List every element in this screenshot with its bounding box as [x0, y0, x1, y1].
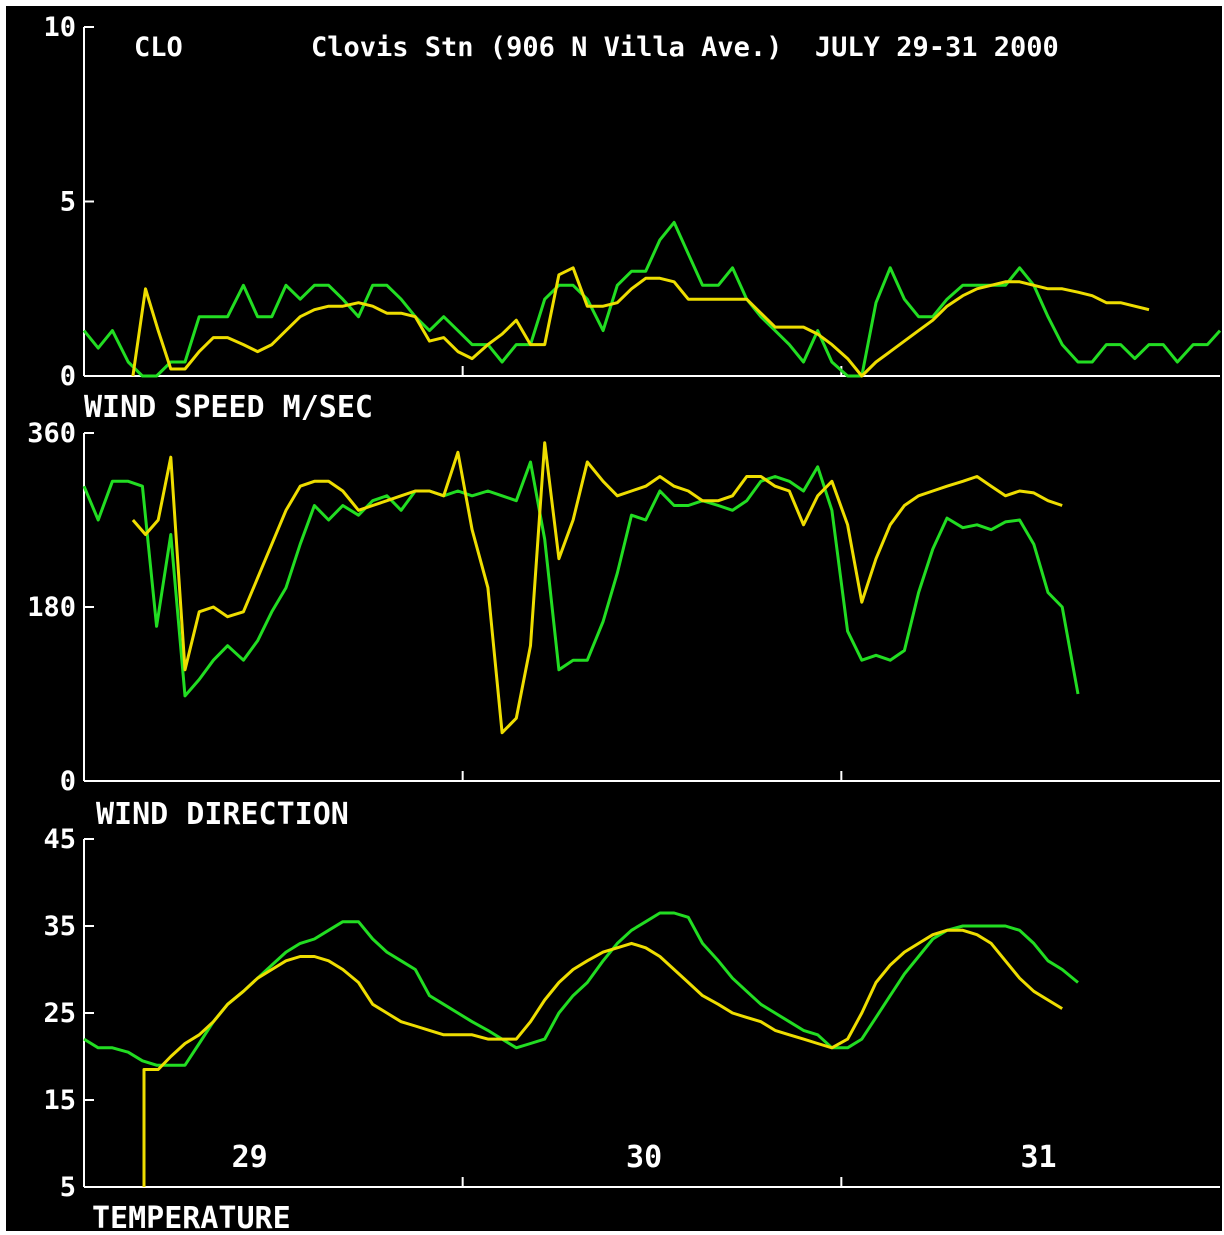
chart-canvas: CLO Clovis Stn (906 N Villa Ave.) JULY 2…: [27, 12, 1222, 1231]
wind-direction-label: WIND DIRECTION: [96, 797, 349, 832]
station-code: CLO: [134, 32, 183, 63]
temperature-ytick-label: 5: [60, 1172, 76, 1203]
wind-speed-series-1: [82, 220, 1222, 378]
wind-direction-ytick-label: 0: [60, 766, 76, 797]
day-label: 30: [626, 1140, 662, 1175]
temperature-ytick-label: 45: [43, 824, 76, 855]
day-label: 29: [232, 1140, 268, 1175]
chart-title: Clovis Stn (906 N Villa Ave.) JULY 29-31…: [311, 32, 1059, 63]
temperature-ytick-label: 35: [43, 911, 76, 942]
wind-speed-ytick-label: 0: [60, 361, 76, 392]
wind-speed-label: WIND SPEED M/SEC: [84, 390, 373, 425]
wind-speed-series-2: [131, 266, 1150, 378]
wind-direction-ytick-label: 180: [27, 592, 76, 623]
wind-speed-ytick-label: 5: [60, 187, 76, 218]
temperature-ytick-label: 25: [43, 998, 76, 1029]
temperature-series-2: [142, 928, 1063, 1187]
chart-frame: CLO Clovis Stn (906 N Villa Ave.) JULY 2…: [6, 6, 1222, 1231]
day-label: 31: [1020, 1140, 1056, 1175]
wind-direction-series-1: [82, 460, 1080, 698]
wind-direction-ytick-label: 360: [27, 418, 76, 449]
wind-speed-ytick-label: 10: [43, 12, 76, 43]
wind-direction-series-2: [131, 441, 1063, 735]
temperature-ytick-label: 15: [43, 1085, 76, 1116]
temperature-label: TEMPERATURE: [92, 1201, 291, 1231]
